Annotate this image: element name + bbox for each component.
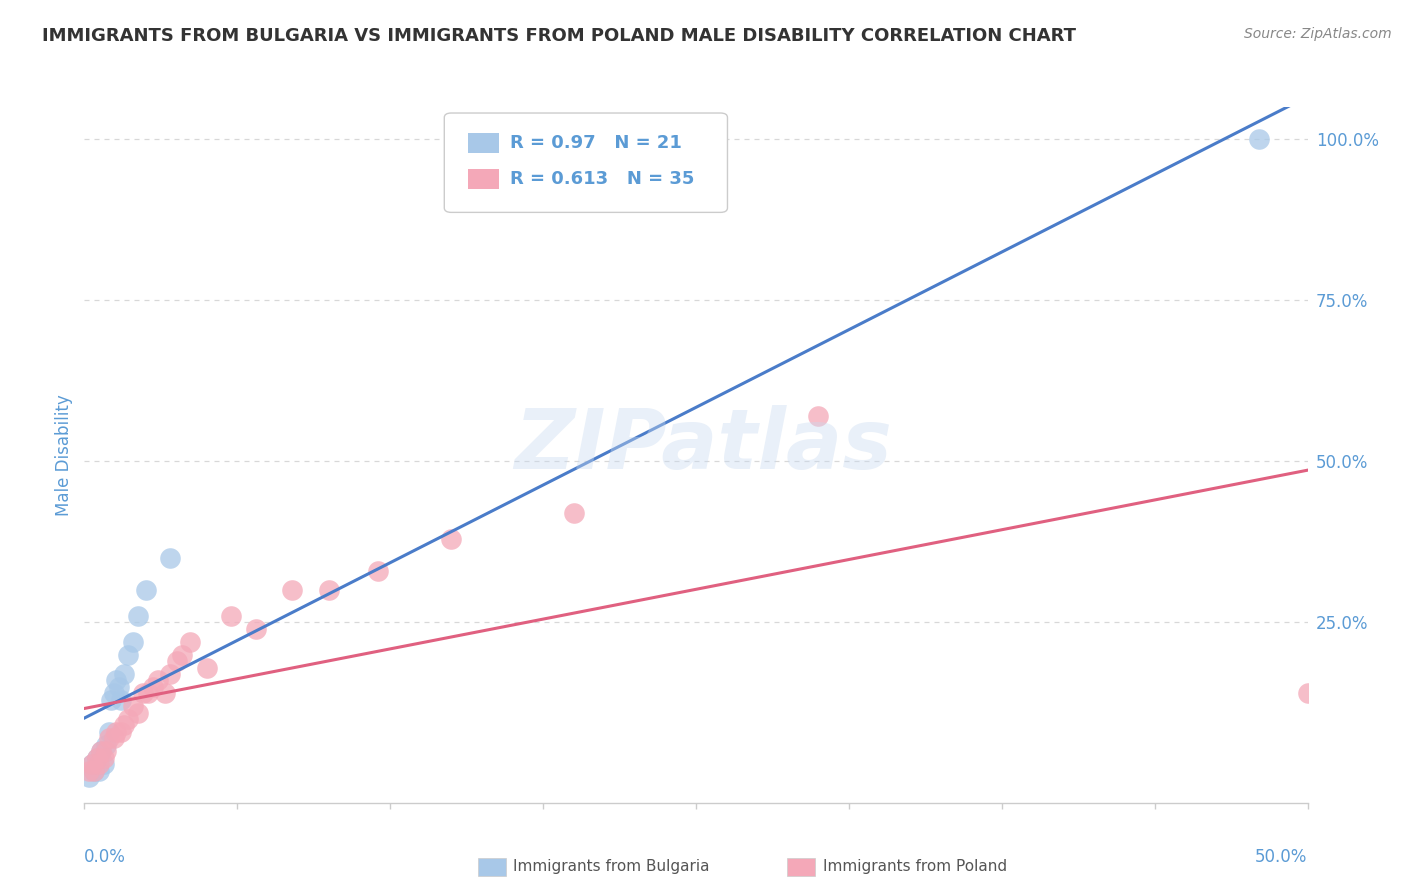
Point <box>97 725 120 739</box>
Point <box>105 673 128 688</box>
Point <box>219 609 242 624</box>
Text: ZIPatlas: ZIPatlas <box>515 406 891 486</box>
Point <box>122 699 145 714</box>
Point <box>87 764 110 778</box>
Point <box>142 680 165 694</box>
Point <box>440 532 463 546</box>
Point <box>97 731 120 746</box>
Text: 50.0%: 50.0% <box>1256 848 1308 866</box>
Point <box>77 770 100 784</box>
Text: Source: ZipAtlas.com: Source: ZipAtlas.com <box>1244 27 1392 41</box>
Point <box>1247 132 1270 146</box>
Point <box>122 634 145 648</box>
Point <box>110 692 132 706</box>
Point <box>83 764 105 778</box>
Point <box>96 744 118 758</box>
Point <box>367 564 389 578</box>
Text: 0.0%: 0.0% <box>84 848 127 866</box>
Point <box>195 660 218 674</box>
Point <box>245 622 267 636</box>
Point <box>105 725 128 739</box>
Point <box>117 648 139 662</box>
Point <box>112 667 135 681</box>
Point <box>87 757 110 772</box>
Point <box>318 583 340 598</box>
Point <box>77 764 100 778</box>
Point <box>80 757 103 772</box>
Point <box>127 706 149 720</box>
Point <box>83 764 105 778</box>
Point <box>166 654 188 668</box>
Y-axis label: Male Disability: Male Disability <box>55 394 73 516</box>
Point <box>132 686 155 700</box>
Point <box>110 725 132 739</box>
Point <box>153 686 176 700</box>
Point <box>86 750 108 764</box>
Point <box>90 744 112 758</box>
Point <box>117 712 139 726</box>
Point <box>159 667 181 681</box>
Text: Immigrants from Poland: Immigrants from Poland <box>823 859 1007 873</box>
Point <box>127 609 149 624</box>
Point <box>146 673 169 688</box>
Point <box>93 750 115 764</box>
Point <box>90 744 112 758</box>
Text: R = 0.97   N = 21: R = 0.97 N = 21 <box>510 134 682 152</box>
Point <box>135 583 157 598</box>
Point <box>179 634 201 648</box>
Point <box>80 757 103 772</box>
Point <box>93 757 115 772</box>
Point <box>159 551 181 566</box>
Point <box>103 731 125 746</box>
Point <box>103 686 125 700</box>
Text: R = 0.613   N = 35: R = 0.613 N = 35 <box>510 170 695 188</box>
Text: IMMIGRANTS FROM BULGARIA VS IMMIGRANTS FROM POLAND MALE DISABILITY CORRELATION C: IMMIGRANTS FROM BULGARIA VS IMMIGRANTS F… <box>42 27 1076 45</box>
Point <box>96 738 118 752</box>
Point <box>281 583 304 598</box>
Point <box>100 692 122 706</box>
Point <box>136 686 159 700</box>
Point <box>1296 686 1319 700</box>
Point <box>112 718 135 732</box>
Text: Immigrants from Bulgaria: Immigrants from Bulgaria <box>513 859 710 873</box>
Point <box>86 750 108 764</box>
Point <box>107 680 129 694</box>
Point <box>562 506 585 520</box>
Point <box>807 409 830 424</box>
Point <box>172 648 194 662</box>
